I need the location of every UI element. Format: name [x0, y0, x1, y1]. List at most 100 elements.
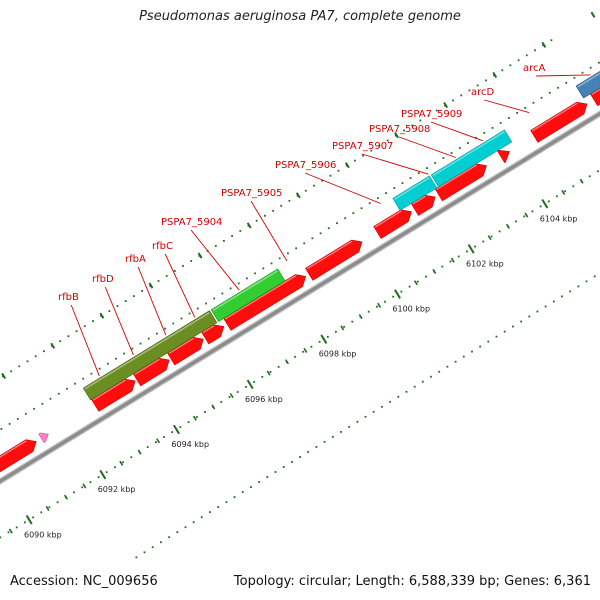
grid-dot	[146, 446, 149, 448]
grid-dot	[229, 287, 232, 290]
grid-dot	[468, 89, 471, 92]
grid-dot	[556, 195, 558, 198]
genome-summary-text: Topology: circular; Length: 6,588,339 bp…	[233, 574, 591, 589]
grid-dot	[326, 335, 329, 338]
grid-dot	[8, 423, 11, 425]
gene-leader-line	[70, 304, 100, 377]
grid-dot	[426, 167, 428, 169]
grid-dot	[288, 199, 291, 202]
gene-label: PSPA7_5905	[221, 188, 282, 199]
grid-dot	[258, 481, 260, 483]
grid-dot	[550, 39, 553, 42]
ruler-minor-tick	[340, 325, 345, 331]
ruler-minor-tick	[579, 178, 584, 184]
grid-dot	[427, 114, 430, 117]
cds-arrow-highlight	[168, 337, 194, 355]
gene-leader-line	[398, 136, 456, 158]
grid-dot	[311, 237, 314, 240]
ruler-track: 6090 kbp 6092 kbp 6094 kbp 6096 kbp 6098 kbp…	[8, 178, 584, 539]
genome-backbone	[0, 110, 600, 485]
grid-dot	[534, 49, 536, 52]
pspa7-5908-bar	[430, 129, 513, 188]
gene-label: arcA	[523, 63, 546, 74]
grid-dot	[294, 355, 296, 358]
cds-arrow-highlight	[0, 440, 27, 458]
grid-dot	[302, 350, 305, 353]
ruler-minor-tick	[285, 359, 289, 365]
grid-tick	[394, 132, 399, 139]
ruler-minor-tick	[119, 460, 124, 466]
grid-dot	[434, 162, 437, 164]
grid-dot	[356, 420, 359, 423]
grid-dot	[274, 471, 277, 473]
grid-dot	[454, 360, 457, 363]
grid-dot	[133, 295, 135, 297]
grid-dot	[0, 536, 2, 539]
gene-label: PSPA7_5907	[332, 141, 393, 152]
grid-dot	[385, 192, 387, 194]
grid-dot	[114, 466, 116, 469]
grid-dot	[331, 436, 334, 438]
trna-marker	[38, 432, 49, 444]
gene-label-layer: rfbB rfbD rfbA rfbC PSPA7_5904 PSPA7_5905 PSPA…	[58, 63, 591, 377]
grid-dot	[544, 305, 547, 308]
grid-dot	[336, 222, 338, 225]
grid-dot	[411, 124, 414, 127]
cds-arrow-highlight	[134, 358, 160, 375]
grid-dot	[239, 230, 242, 232]
grid-dot	[220, 401, 223, 403]
grid-dot	[250, 486, 252, 488]
grid-dot	[172, 322, 175, 325]
grid-dot	[255, 219, 258, 222]
ruler-minor-tick	[395, 291, 400, 297]
grid-dot	[254, 272, 256, 275]
grid-dot	[539, 205, 542, 208]
grid-dot	[141, 290, 143, 292]
accession-text: Accession: NC_009656	[10, 574, 158, 589]
grid-dot	[15, 526, 18, 529]
pspa7-5904-bar	[210, 268, 286, 323]
arca-bar	[575, 71, 600, 99]
ruler-minor-tick	[82, 483, 87, 489]
grid-dot	[364, 415, 367, 418]
grid-dot	[56, 501, 59, 504]
grid-dot	[430, 375, 432, 378]
grid-dot	[188, 312, 191, 315]
grid-dot	[329, 174, 332, 177]
grid-dot	[299, 456, 301, 458]
grid-dot	[487, 340, 490, 343]
grid-tick	[541, 41, 547, 48]
grid-dot	[435, 109, 438, 112]
gene-label: PSPA7_5909	[401, 109, 462, 120]
ruler-tick-label: 6096 kbp	[245, 395, 283, 404]
grid-dot	[367, 310, 370, 313]
grid-tick	[295, 192, 301, 199]
grid-dot	[536, 310, 539, 313]
grid-dot	[171, 431, 174, 433]
grid-dot	[403, 129, 405, 132]
grid-dot	[190, 260, 193, 262]
ruler-minor-tick	[8, 528, 13, 534]
ruler-minor-tick	[506, 223, 510, 229]
grid-dot	[195, 416, 198, 418]
cds-arrow-highlight	[374, 210, 402, 228]
grid-dot	[41, 402, 44, 405]
ruler-minor-tick	[542, 201, 547, 207]
grid-dot	[548, 91, 551, 94]
ruler-tick-label: 6092 kbp	[98, 485, 136, 494]
gene-label: rfbA	[125, 254, 146, 265]
grid-dot	[565, 81, 568, 84]
grid-dot	[441, 265, 444, 268]
cds-small-arrow	[496, 149, 510, 164]
grid-dot	[164, 327, 166, 330]
grid-dot	[83, 325, 86, 328]
grid-dot	[337, 169, 340, 172]
grid-dot	[253, 381, 255, 383]
grid-dot	[97, 476, 100, 479]
grid-dot	[304, 189, 307, 192]
grid-dot	[321, 179, 324, 182]
grid-dot	[231, 235, 233, 237]
grid-dot	[516, 112, 518, 114]
grid-dot	[130, 456, 133, 459]
